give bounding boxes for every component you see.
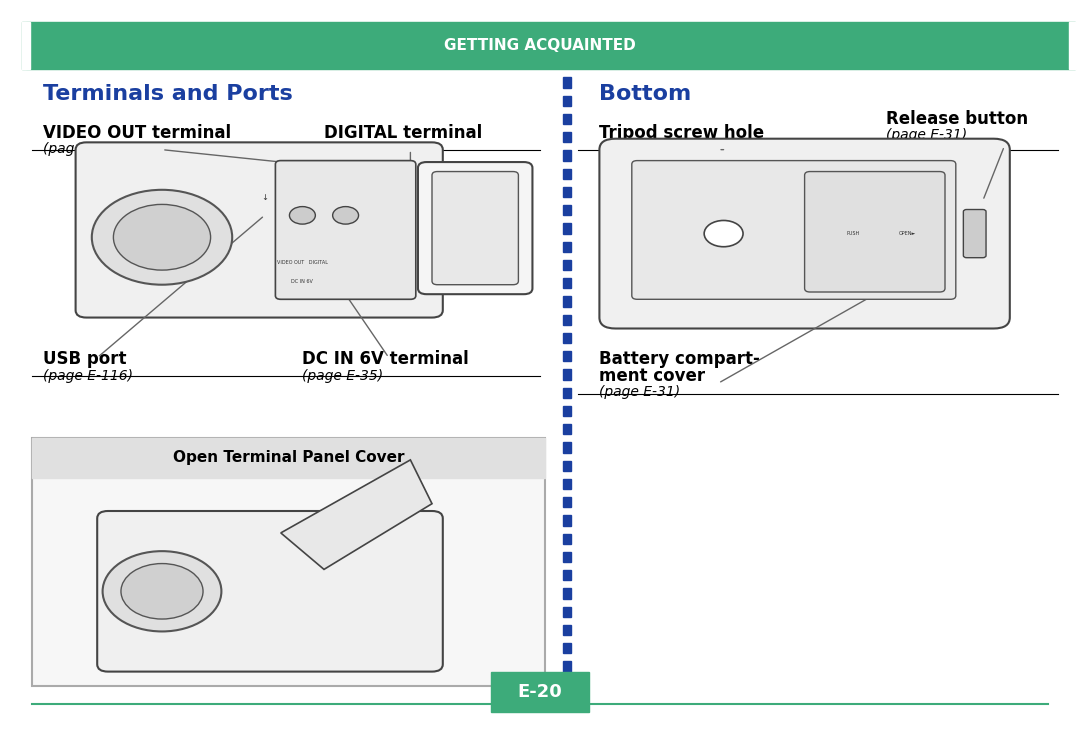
Text: VIDEO OUT   DIGITAL: VIDEO OUT DIGITAL [276, 261, 328, 265]
FancyBboxPatch shape [76, 142, 443, 318]
Circle shape [92, 190, 232, 285]
Bar [563, 351, 571, 361]
Bar [563, 388, 571, 398]
Bar [22, 22, 30, 69]
Bar [563, 296, 571, 307]
Text: Terminals and Ports: Terminals and Ports [43, 84, 293, 104]
Text: ment cover: ment cover [599, 367, 705, 385]
Bar [563, 132, 571, 142]
Bar [563, 588, 571, 599]
Bar [563, 625, 571, 635]
Text: (page E-35): (page E-35) [302, 369, 383, 383]
Text: (page E-116): (page E-116) [324, 142, 414, 156]
Bar [563, 205, 571, 215]
Text: PUSH: PUSH [847, 231, 860, 236]
Text: GETTING ACQUAINTED: GETTING ACQUAINTED [444, 38, 636, 53]
Bar [563, 497, 571, 507]
FancyBboxPatch shape [805, 172, 945, 292]
Text: Tripod screw hole: Tripod screw hole [599, 124, 765, 142]
Bar [563, 607, 571, 617]
Bar [563, 534, 571, 544]
Bar [563, 515, 571, 526]
Bar [563, 114, 571, 124]
Text: DIGITAL terminal: DIGITAL terminal [324, 124, 483, 142]
Bar [563, 643, 571, 653]
Bar [563, 150, 571, 161]
Circle shape [103, 551, 221, 631]
FancyBboxPatch shape [963, 210, 986, 258]
Bar [563, 424, 571, 434]
Circle shape [333, 207, 359, 224]
Bar [563, 369, 571, 380]
Circle shape [113, 204, 211, 270]
Text: Bottom: Bottom [599, 84, 691, 104]
Bar [563, 242, 571, 252]
Bar [563, 96, 571, 106]
Text: ↓: ↓ [261, 193, 268, 201]
Text: OPEN►: OPEN► [899, 231, 916, 236]
Bar [563, 570, 571, 580]
Bar [22, 22, 26, 69]
Text: Release button: Release button [886, 110, 1028, 128]
Text: DC IN 6V terminal: DC IN 6V terminal [302, 350, 469, 369]
Text: E-20: E-20 [517, 683, 563, 701]
Text: Battery compart-: Battery compart- [599, 350, 760, 369]
Bar [491, 672, 589, 712]
FancyBboxPatch shape [418, 162, 532, 294]
Bar [32, 438, 545, 478]
Bar [563, 77, 571, 88]
Text: USB port: USB port [43, 350, 126, 369]
Bar [563, 315, 571, 325]
Bar [563, 442, 571, 453]
Text: Open Terminal Panel Cover: Open Terminal Panel Cover [173, 450, 405, 465]
Bar [563, 187, 571, 197]
Bar [563, 223, 571, 234]
Text: DC IN 6V: DC IN 6V [292, 279, 313, 283]
Text: (page E-31): (page E-31) [886, 128, 967, 142]
Bar [563, 406, 571, 416]
Bar [563, 552, 571, 562]
FancyBboxPatch shape [32, 438, 545, 686]
FancyBboxPatch shape [432, 172, 518, 285]
FancyBboxPatch shape [599, 139, 1010, 328]
Bar [563, 278, 571, 288]
Bar [563, 661, 571, 672]
Circle shape [289, 207, 315, 224]
Text: (page E-116): (page E-116) [43, 369, 133, 383]
Text: (page E-116): (page E-116) [43, 142, 133, 156]
Bar [563, 479, 571, 489]
Polygon shape [281, 460, 432, 569]
Bar [1069, 22, 1076, 69]
Bar [22, 22, 1075, 69]
Bar [563, 333, 571, 343]
FancyBboxPatch shape [97, 511, 443, 672]
Circle shape [704, 220, 743, 247]
FancyBboxPatch shape [632, 161, 956, 299]
Bar [563, 169, 571, 179]
Bar [563, 461, 571, 471]
Text: VIDEO OUT terminal: VIDEO OUT terminal [43, 124, 231, 142]
Circle shape [121, 564, 203, 619]
Bar [563, 260, 571, 270]
Text: (page E-31): (page E-31) [599, 385, 680, 399]
FancyBboxPatch shape [275, 161, 416, 299]
